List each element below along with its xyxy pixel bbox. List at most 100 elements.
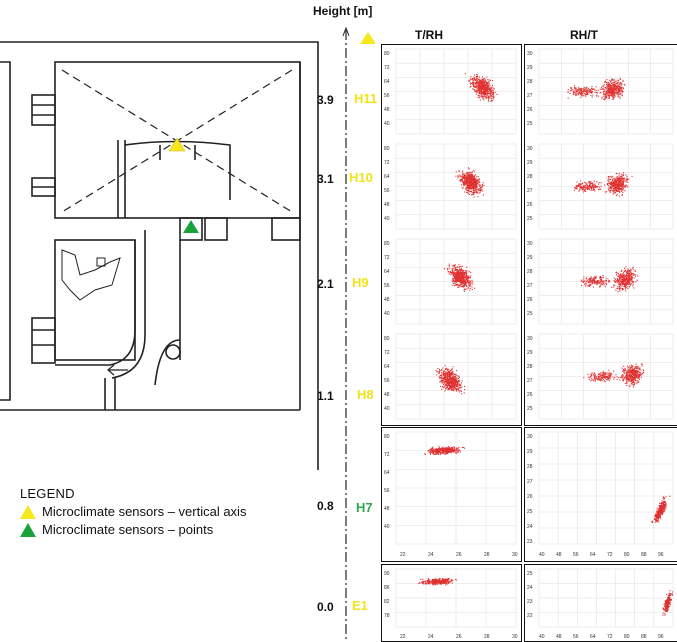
data-point bbox=[466, 191, 468, 193]
data-point bbox=[478, 188, 480, 190]
data-point bbox=[608, 97, 610, 99]
data-point bbox=[436, 449, 438, 451]
data-point bbox=[482, 81, 484, 83]
data-point bbox=[641, 363, 643, 365]
data-point bbox=[586, 93, 588, 95]
data-point bbox=[447, 447, 449, 449]
data-point bbox=[617, 86, 619, 88]
data-point bbox=[467, 277, 469, 279]
data-point bbox=[615, 178, 617, 180]
data-point bbox=[476, 179, 478, 181]
data-point bbox=[630, 375, 632, 377]
data-point bbox=[621, 95, 623, 97]
data-point bbox=[619, 290, 621, 292]
data-point bbox=[617, 183, 619, 185]
data-point bbox=[473, 76, 475, 78]
data-point bbox=[655, 516, 657, 518]
data-point bbox=[445, 448, 447, 450]
data-point bbox=[457, 177, 459, 179]
data-point bbox=[472, 82, 474, 84]
data-point bbox=[629, 279, 631, 281]
data-point bbox=[451, 384, 453, 386]
data-point bbox=[585, 278, 587, 280]
data-point bbox=[445, 384, 447, 386]
data-point bbox=[444, 390, 446, 392]
data-point bbox=[463, 176, 465, 178]
data-point bbox=[613, 178, 615, 180]
data-point bbox=[659, 516, 661, 518]
data-point bbox=[601, 380, 603, 382]
data-point bbox=[591, 377, 593, 379]
data-point bbox=[476, 176, 478, 178]
data-point bbox=[595, 378, 597, 380]
data-point bbox=[573, 91, 575, 93]
data-point bbox=[617, 280, 619, 282]
data-point bbox=[595, 283, 597, 285]
data-point bbox=[569, 93, 571, 95]
data-point bbox=[600, 380, 602, 382]
data-point bbox=[642, 369, 644, 371]
data-point bbox=[454, 277, 456, 279]
data-point bbox=[472, 83, 474, 85]
data-point bbox=[479, 79, 481, 81]
data-point bbox=[611, 181, 613, 183]
data-point bbox=[599, 277, 601, 279]
data-point bbox=[616, 190, 618, 192]
data-point bbox=[460, 179, 462, 181]
data-point bbox=[467, 176, 469, 178]
data-point bbox=[621, 178, 623, 180]
data-point bbox=[451, 280, 453, 282]
data-point bbox=[600, 279, 602, 281]
data-point bbox=[629, 272, 631, 274]
data-point bbox=[455, 284, 457, 286]
data-point bbox=[458, 285, 460, 287]
data-point bbox=[629, 271, 631, 273]
data-point bbox=[604, 191, 606, 193]
data-point bbox=[626, 175, 628, 177]
data-point bbox=[615, 187, 617, 189]
data-point bbox=[613, 86, 615, 88]
data-point bbox=[639, 375, 641, 377]
data-point bbox=[605, 280, 607, 282]
data-point bbox=[478, 84, 480, 86]
data-point bbox=[468, 189, 470, 191]
data-point bbox=[459, 271, 461, 273]
data-point bbox=[583, 185, 585, 187]
data-point bbox=[476, 185, 478, 187]
data-point bbox=[623, 279, 625, 281]
data-point bbox=[451, 387, 453, 389]
data-point bbox=[604, 280, 606, 282]
data-point bbox=[464, 182, 466, 184]
data-point bbox=[455, 171, 457, 173]
data-point bbox=[632, 381, 634, 383]
data-point bbox=[438, 448, 440, 450]
data-point bbox=[603, 374, 605, 376]
data-point bbox=[480, 84, 482, 86]
data-point bbox=[626, 277, 628, 279]
data-point bbox=[634, 379, 636, 381]
data-point bbox=[490, 92, 492, 94]
data-point bbox=[609, 91, 611, 93]
data-point bbox=[655, 513, 657, 515]
data-point bbox=[451, 368, 453, 370]
data-point bbox=[591, 279, 593, 281]
data-point bbox=[618, 179, 620, 181]
data-point bbox=[617, 82, 619, 84]
data-point bbox=[636, 370, 638, 372]
data-point bbox=[580, 93, 582, 95]
tick-label: 80 bbox=[384, 146, 390, 152]
data-point bbox=[618, 178, 620, 180]
data-point bbox=[603, 98, 605, 100]
data-point bbox=[588, 285, 590, 287]
data-point bbox=[454, 379, 456, 381]
data-point bbox=[450, 378, 452, 380]
data-point bbox=[470, 175, 472, 177]
data-point bbox=[442, 448, 444, 450]
data-point bbox=[634, 381, 636, 383]
data-point bbox=[475, 181, 477, 183]
data-point bbox=[655, 519, 657, 521]
data-point bbox=[454, 269, 456, 271]
data-point bbox=[630, 277, 632, 279]
data-point bbox=[616, 182, 618, 184]
data-point bbox=[664, 504, 666, 506]
